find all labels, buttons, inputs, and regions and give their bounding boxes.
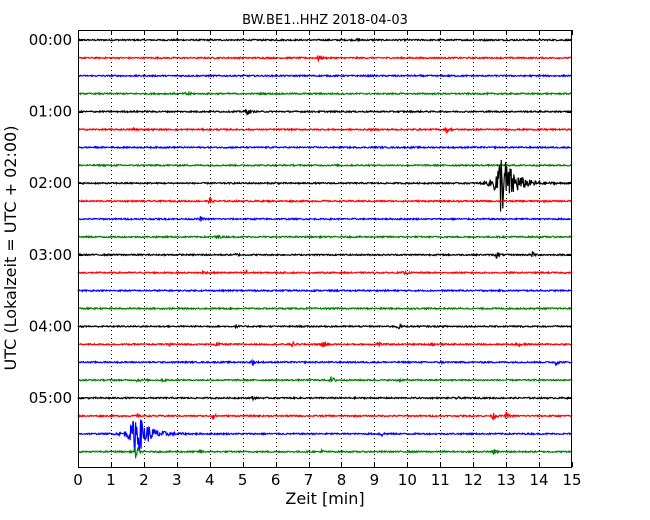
trace-row <box>77 375 573 384</box>
x-tick-label: 15 <box>562 471 581 489</box>
trace-row <box>77 145 573 150</box>
x-tick-label: 9 <box>370 471 380 489</box>
trace-row <box>78 446 573 459</box>
x-tick-label: 11 <box>431 471 450 489</box>
x-tick-label: 0 <box>73 471 83 489</box>
trace-row <box>77 322 573 330</box>
y-tick-label: 01:00 <box>29 103 72 121</box>
x-tick-label: 7 <box>304 471 314 489</box>
trace-row <box>77 163 573 168</box>
y-tick-label: 02:00 <box>29 174 72 192</box>
y-axis-ticks: 00:00 01:00 02:00 03:00 04:00 05:00 <box>29 31 572 407</box>
x-tick-label: 6 <box>271 471 281 489</box>
x-tick-label: 2 <box>139 471 149 489</box>
x-tick-label: 13 <box>497 471 516 489</box>
y-tick-label: 05:00 <box>29 389 72 407</box>
plot-frame <box>78 30 572 468</box>
x-tick-label: 14 <box>530 471 549 489</box>
x-tick-label: 3 <box>172 471 182 489</box>
vertical-gridlines <box>111 30 540 467</box>
x-tick-label: 8 <box>337 471 347 489</box>
x-axis-ticks: 0 1 2 3 4 5 6 7 8 9 10 11 12 13 14 15 <box>73 30 582 489</box>
trace-row <box>77 269 573 276</box>
x-tick-label: 4 <box>205 471 215 489</box>
trace-row <box>77 54 573 63</box>
trace-row <box>77 395 573 402</box>
trace-row <box>77 159 573 212</box>
x-tick-label: 10 <box>398 471 417 489</box>
trace-row <box>77 216 573 222</box>
y-axis-label: UTC (Lokalzeit = UTC + 02:00) <box>1 126 20 371</box>
y-tick-label: 04:00 <box>29 317 72 335</box>
trace-row <box>78 306 573 311</box>
x-tick-label: 12 <box>464 471 483 489</box>
y-tick-label: 00:00 <box>29 31 72 49</box>
trace-row <box>77 419 573 453</box>
trace-row <box>77 73 573 78</box>
trace-row <box>77 358 573 367</box>
seismic-traces <box>77 37 573 459</box>
x-tick-label: 5 <box>238 471 248 489</box>
trace-row <box>77 37 573 43</box>
trace-row <box>77 411 573 421</box>
trace-row <box>77 340 573 348</box>
chart-title: BW.BE1..HHZ 2018-04-03 <box>242 13 408 28</box>
trace-row <box>77 234 573 240</box>
x-axis-label: Zeit [min] <box>285 489 364 508</box>
trace-row <box>77 288 573 293</box>
trace-row <box>77 196 573 205</box>
trace-row <box>77 251 573 259</box>
x-tick-label: 1 <box>106 471 116 489</box>
trace-row <box>77 108 573 116</box>
trace-row <box>78 126 573 135</box>
y-tick-label: 03:00 <box>29 246 72 264</box>
trace-row <box>77 90 573 96</box>
